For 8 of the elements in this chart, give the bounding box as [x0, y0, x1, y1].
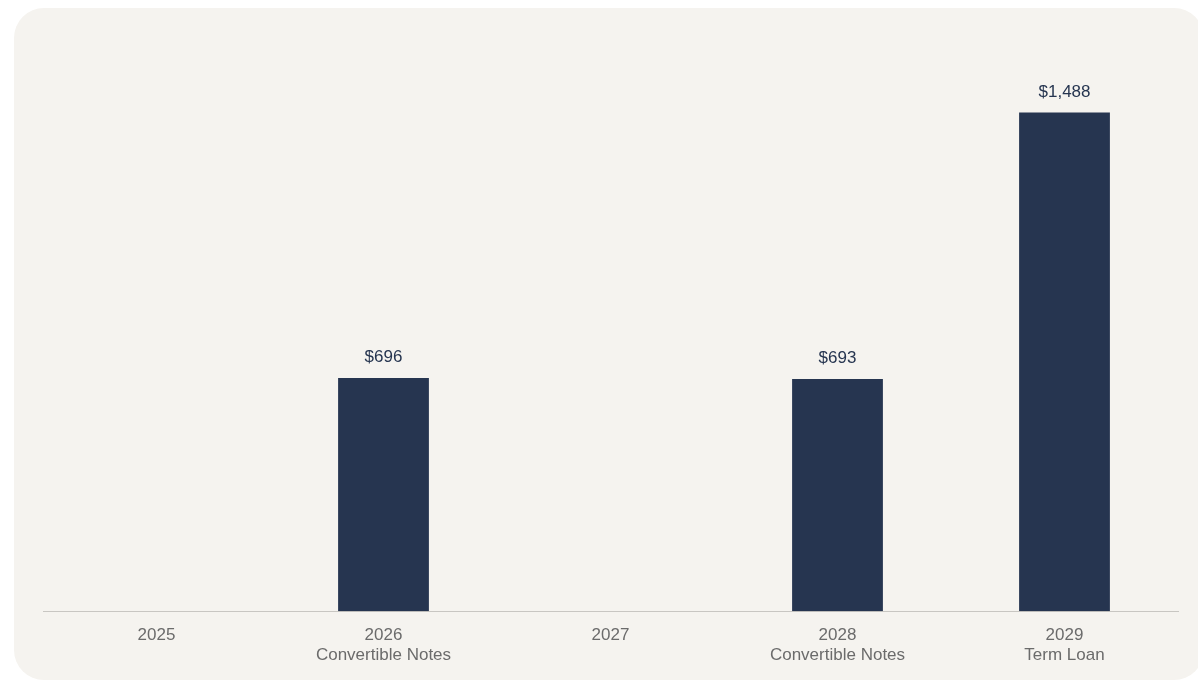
x-tick-label: 2027 — [591, 625, 630, 645]
x-tick-label: 2026 Convertible Notes — [315, 625, 452, 665]
x-tick-label: 2028 Convertible Notes — [769, 625, 906, 665]
data-label: $696 — [364, 347, 403, 367]
x-tick-label: 2025 — [137, 625, 176, 645]
data-label: $1,488 — [1038, 81, 1091, 101]
data-label: $693 — [818, 348, 857, 368]
x-tick-label: 2029 Term Loan — [1024, 625, 1105, 665]
